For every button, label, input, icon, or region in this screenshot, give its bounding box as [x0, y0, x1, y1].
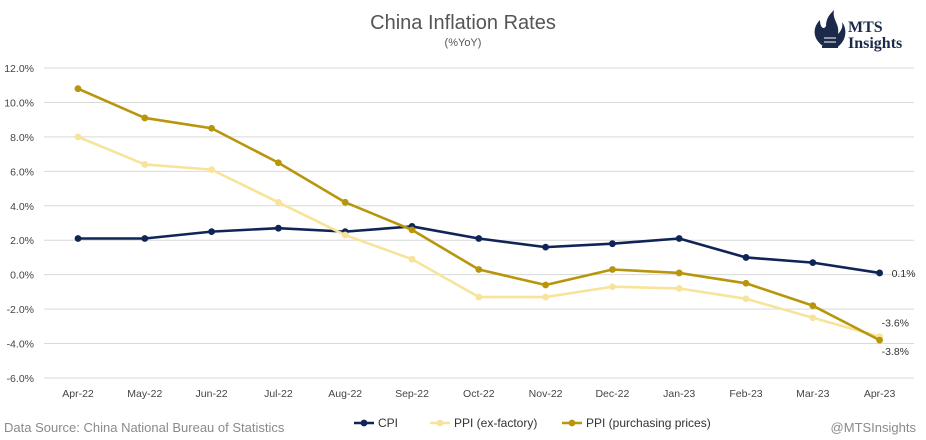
data-point — [74, 85, 82, 93]
x-tick-label: Apr-23 — [864, 388, 896, 400]
data-point — [675, 269, 683, 277]
y-tick-label: 12.0% — [4, 63, 34, 75]
data-point — [809, 259, 817, 267]
data-point — [208, 166, 216, 174]
data-point — [609, 266, 616, 273]
data-point — [275, 198, 282, 206]
y-tick-label: -6.0% — [7, 373, 34, 385]
legend-label: PPI (ex-factory) — [454, 416, 537, 430]
x-tick-label: Nov-22 — [529, 388, 563, 400]
x-tick-label: Aug-22 — [328, 388, 362, 400]
x-tick-label: Jul-22 — [264, 388, 293, 400]
end-data-label: 0.1% — [892, 268, 916, 280]
x-tick-label: Oct-22 — [463, 388, 495, 400]
data-point — [208, 124, 216, 132]
data-point — [408, 226, 416, 234]
y-tick-label: -4.0% — [7, 339, 34, 351]
data-point — [876, 336, 883, 344]
legend-swatch-marker — [568, 419, 576, 427]
data-point — [141, 235, 149, 242]
data-point — [141, 114, 149, 122]
y-axis: 12.0% 10.0% 8.0% 6.0% 4.0% 2.0% 0.0% -2.0% -4.0%… — [4, 63, 34, 385]
legend-label: CPI — [378, 416, 398, 430]
data-point — [74, 235, 82, 242]
data-point — [408, 255, 416, 263]
data-point — [742, 279, 750, 287]
logo-line1: MTS — [848, 19, 883, 36]
x-tick-label: Feb-23 — [729, 388, 762, 400]
data-point — [208, 228, 216, 236]
data-point — [876, 269, 883, 277]
data-point — [542, 281, 549, 289]
x-tick-label: Jun-22 — [196, 388, 228, 400]
data-point — [275, 159, 282, 167]
y-tick-label: 2.0% — [10, 235, 34, 247]
x-tick-label: Sep-22 — [395, 388, 429, 400]
data-point — [475, 235, 483, 242]
data-point — [609, 240, 616, 248]
legend-swatch-marker — [436, 419, 444, 427]
data-point — [475, 266, 483, 273]
x-tick-label: May-22 — [127, 388, 162, 400]
data-point — [809, 302, 817, 310]
legend: CPI PPI (ex-factory) PPI (purchasing price… — [354, 416, 711, 430]
data-point — [141, 161, 149, 168]
x-tick-label: Apr-22 — [62, 388, 94, 400]
x-tick-label: Dec-22 — [595, 388, 629, 400]
chart-subtitle: (%YoY) — [445, 37, 482, 49]
end-data-label: -3.6% — [882, 318, 909, 330]
twitter-handle: @MTSInsights — [831, 420, 917, 435]
data-labels: 0.1% -3.6% -3.8% — [882, 268, 916, 358]
end-data-label: -3.8% — [882, 346, 909, 358]
y-tick-label: 10.0% — [4, 97, 34, 109]
y-tick-label: 8.0% — [10, 132, 34, 144]
data-point — [475, 293, 483, 301]
x-tick-label: Jan-23 — [663, 388, 695, 400]
data-source: Data Source: China National Bureau of St… — [4, 420, 285, 435]
y-tick-label: 0.0% — [10, 270, 34, 282]
data-point — [341, 231, 349, 239]
y-tick-label: 6.0% — [10, 166, 34, 178]
chart-title: China Inflation Rates — [370, 12, 556, 34]
data-point — [542, 243, 549, 251]
data-point — [675, 235, 683, 242]
series-group — [74, 85, 883, 344]
mts-logo: MTS Insights — [814, 10, 902, 52]
legend-label: PPI (purchasing prices) — [586, 416, 711, 430]
series-line-0 — [78, 225, 880, 275]
x-axis: Apr-22 May-22 Jun-22 Jul-22 Aug-22 Sep-22 Oct-… — [62, 388, 895, 400]
y-tick-label: -2.0% — [7, 304, 34, 316]
logo-line2: Insights — [848, 35, 902, 52]
x-tick-label: Mar-23 — [796, 388, 829, 400]
data-point — [341, 198, 349, 206]
data-point — [675, 285, 683, 292]
y-tick-label: 4.0% — [10, 201, 34, 213]
flame-logo-icon — [814, 10, 846, 48]
data-point — [809, 314, 817, 322]
data-point — [275, 224, 282, 232]
grid-lines — [44, 67, 914, 379]
data-point — [742, 254, 750, 261]
data-point — [74, 133, 82, 141]
data-point — [742, 295, 750, 303]
data-point — [609, 283, 616, 291]
data-point — [542, 293, 549, 301]
legend-swatch-marker — [360, 419, 368, 427]
